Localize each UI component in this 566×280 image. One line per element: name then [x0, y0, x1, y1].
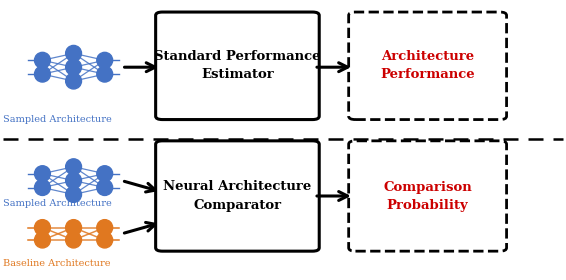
Text: Standard Performance
Estimator: Standard Performance Estimator [154, 50, 321, 81]
FancyBboxPatch shape [349, 12, 507, 120]
FancyBboxPatch shape [156, 12, 319, 120]
FancyBboxPatch shape [156, 141, 319, 251]
Text: Sampled Architecture: Sampled Architecture [3, 199, 112, 208]
Ellipse shape [66, 45, 82, 61]
Ellipse shape [35, 220, 50, 235]
Text: Architecture
Performance: Architecture Performance [380, 50, 475, 81]
Ellipse shape [66, 159, 82, 175]
Ellipse shape [66, 173, 82, 188]
Ellipse shape [66, 232, 82, 248]
Ellipse shape [97, 232, 113, 248]
Ellipse shape [97, 52, 113, 68]
Ellipse shape [97, 179, 113, 195]
Ellipse shape [97, 166, 113, 182]
Ellipse shape [35, 66, 50, 82]
Text: Comparison
Probability: Comparison Probability [383, 181, 472, 211]
Text: Sampled Architecture: Sampled Architecture [3, 115, 112, 123]
Ellipse shape [66, 73, 82, 89]
Ellipse shape [35, 166, 50, 182]
Ellipse shape [66, 186, 82, 202]
FancyBboxPatch shape [349, 141, 507, 251]
Ellipse shape [97, 220, 113, 235]
Ellipse shape [35, 179, 50, 195]
Ellipse shape [97, 66, 113, 82]
Ellipse shape [66, 220, 82, 235]
Ellipse shape [35, 232, 50, 248]
Ellipse shape [35, 52, 50, 68]
Text: Neural Architecture
Comparator: Neural Architecture Comparator [164, 181, 311, 211]
Text: Baseline Architecture: Baseline Architecture [3, 259, 110, 268]
Ellipse shape [66, 59, 82, 75]
